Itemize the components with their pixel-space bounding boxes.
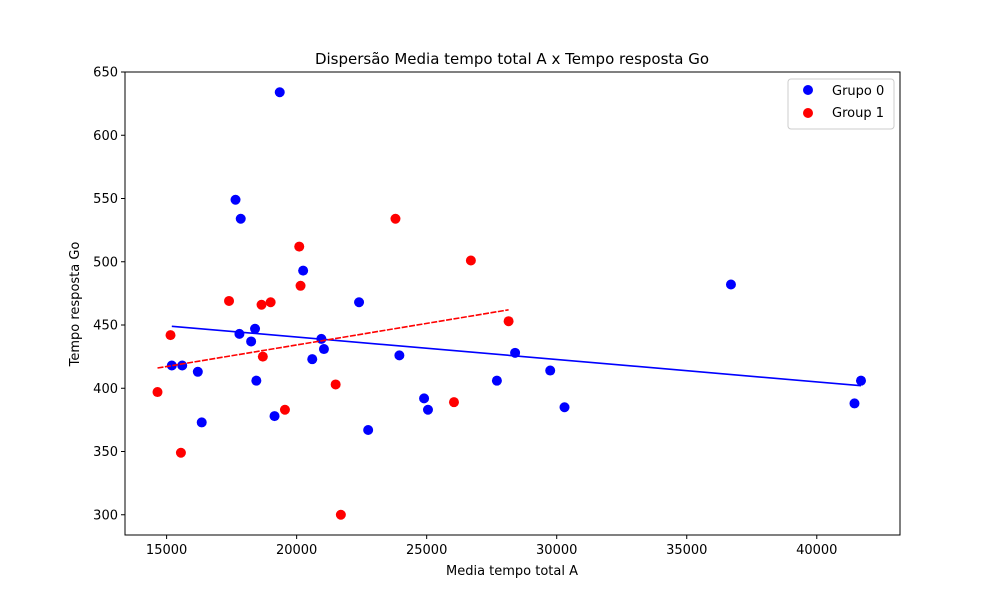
data-point-grupo-0 <box>491 375 502 386</box>
x-tick-label: 25000 <box>406 543 447 558</box>
chart-title: Dispersão Media tempo total A x Tempo re… <box>315 50 709 68</box>
data-point-grupo-0 <box>234 328 245 339</box>
data-point-group-1 <box>330 379 341 390</box>
legend-marker-grupo-0 <box>803 85 813 95</box>
data-point-group-1 <box>448 397 459 408</box>
x-axis-label: Media tempo total A <box>446 564 578 579</box>
data-point-group-1 <box>175 447 186 458</box>
y-tick-label: 300 <box>93 508 118 523</box>
data-point-grupo-0 <box>269 411 280 422</box>
y-axis-ticks: 300 350 400 450 500 550 600 650 <box>93 66 125 523</box>
plot-area-frame <box>124 71 901 536</box>
data-point-grupo-0 <box>855 375 866 386</box>
y-tick-label: 450 <box>93 319 118 334</box>
data-point-grupo-0 <box>177 360 188 371</box>
data-point-grupo-0 <box>230 194 241 205</box>
data-point-group-1 <box>503 316 514 327</box>
data-point-grupo-0 <box>298 265 309 276</box>
data-point-grupo-0 <box>196 417 207 428</box>
data-point-grupo-0 <box>354 297 365 308</box>
data-point-group-1 <box>256 299 267 310</box>
y-axis-label: Tempo resposta Go <box>68 242 83 368</box>
data-point-grupo-0 <box>246 336 257 347</box>
trend-line-group-1 <box>157 309 509 369</box>
plot-marks <box>152 87 866 520</box>
legend-marker-group-1 <box>803 108 813 118</box>
data-point-grupo-0 <box>192 366 203 377</box>
x-tick-label: 15000 <box>146 543 187 558</box>
data-point-grupo-0 <box>307 354 318 365</box>
x-axis-ticks: 15000 20000 25000 30000 35000 40000 <box>146 535 837 558</box>
data-point-grupo-0 <box>545 365 556 376</box>
x-tick-label: 30000 <box>536 543 577 558</box>
data-point-grupo-0 <box>363 425 374 436</box>
data-point-group-1 <box>295 280 306 291</box>
y-tick-label: 350 <box>93 445 118 460</box>
data-point-grupo-0 <box>235 213 246 224</box>
data-point-group-1 <box>294 241 305 252</box>
data-point-grupo-0 <box>318 344 329 355</box>
data-point-grupo-0 <box>251 375 262 386</box>
data-point-group-1 <box>390 213 401 224</box>
y-tick-label: 600 <box>93 129 118 144</box>
x-tick-label: 20000 <box>276 543 317 558</box>
y-tick-label: 550 <box>93 192 118 207</box>
data-point-grupo-0 <box>250 323 261 334</box>
y-tick-label: 650 <box>93 66 118 81</box>
x-tick-label: 35000 <box>666 543 707 558</box>
data-point-grupo-0 <box>559 402 570 413</box>
data-point-grupo-0 <box>394 350 405 361</box>
data-point-group-1 <box>152 387 163 398</box>
data-point-grupo-0 <box>274 87 285 98</box>
legend-label-group-1: Group 1 <box>832 106 884 121</box>
data-point-group-1 <box>224 295 235 306</box>
data-point-group-1 <box>465 255 476 266</box>
data-point-group-1 <box>335 509 346 520</box>
data-point-grupo-0 <box>849 398 860 409</box>
legend-label-grupo-0: Grupo 0 <box>832 84 884 99</box>
data-point-grupo-0 <box>419 393 430 404</box>
data-point-group-1 <box>265 297 276 308</box>
data-point-group-1 <box>165 330 176 341</box>
y-tick-label: 400 <box>93 382 118 397</box>
data-point-grupo-0 <box>725 279 736 290</box>
data-point-grupo-0 <box>166 360 177 371</box>
x-tick-label: 40000 <box>796 543 837 558</box>
data-point-grupo-0 <box>422 404 433 415</box>
data-point-group-1 <box>257 351 268 362</box>
data-point-group-1 <box>279 404 290 415</box>
y-tick-label: 500 <box>93 255 118 270</box>
legend: Grupo 0 Group 1 <box>787 78 895 130</box>
trend-line-grupo-0 <box>171 325 862 387</box>
legend-box <box>787 78 895 130</box>
